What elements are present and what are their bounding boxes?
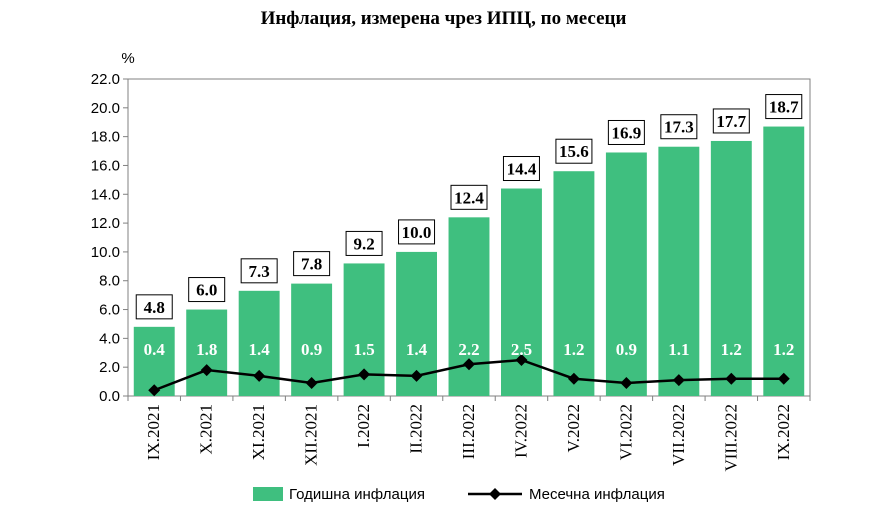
bar-value-box bbox=[345, 230, 383, 256]
x-tick-label: V.2022 bbox=[564, 404, 583, 452]
line-value-label: 1.4 bbox=[406, 340, 428, 359]
line-point bbox=[463, 358, 475, 371]
bar-value-box bbox=[502, 156, 540, 182]
bar-value-box bbox=[135, 294, 173, 320]
x-tick-label: I.2022 bbox=[354, 404, 373, 448]
x-tick-label: VI.2022 bbox=[616, 404, 635, 460]
x-tick-label: IV.2022 bbox=[511, 404, 530, 458]
bar-value-label: 7.8 bbox=[301, 255, 322, 274]
y-tick-label: 10.0 bbox=[91, 244, 120, 261]
x-tick-label: IX.2021 bbox=[144, 404, 163, 460]
legend-swatch-annual bbox=[253, 487, 283, 501]
bar bbox=[763, 126, 805, 397]
bar bbox=[710, 140, 752, 396]
legend-label-annual: Годишна инфлация bbox=[289, 486, 425, 503]
line-point bbox=[253, 369, 266, 382]
bar-value-label: 15.6 bbox=[559, 142, 589, 161]
bar-value-box bbox=[293, 251, 331, 277]
bar-value-label: 9.2 bbox=[353, 234, 374, 253]
line-point bbox=[515, 353, 528, 366]
x-tick-label: III.2022 bbox=[459, 404, 478, 459]
line-value-label: 1.2 bbox=[721, 340, 742, 359]
bar bbox=[658, 146, 700, 396]
y-tick-label: 12.0 bbox=[91, 215, 120, 232]
line-point bbox=[620, 377, 633, 390]
bar-value-box bbox=[240, 258, 278, 284]
bar-value-label: 12.4 bbox=[454, 188, 484, 207]
chart-title: Инфлация, измерена чрез ИПЦ, по месеци bbox=[260, 8, 627, 29]
bar-value-label: 6.0 bbox=[196, 281, 217, 300]
x-tick-label: X.2021 bbox=[197, 404, 216, 455]
line-value-label: 1.5 bbox=[353, 340, 374, 359]
x-tick-label: II.2022 bbox=[407, 404, 426, 454]
bar-value-label: 4.8 bbox=[144, 298, 165, 317]
line-value-label: 1.2 bbox=[563, 340, 584, 359]
line-point bbox=[567, 372, 580, 385]
bar-value-label: 10.0 bbox=[402, 223, 432, 242]
line-point bbox=[200, 364, 213, 377]
y-tick-label: 8.0 bbox=[99, 273, 120, 290]
y-tick-label: 18.0 bbox=[91, 129, 120, 146]
y-tick-label: 2.0 bbox=[99, 359, 120, 376]
bar bbox=[186, 309, 228, 396]
y-tick-label: 0.0 bbox=[99, 388, 120, 405]
bar-value-box bbox=[712, 108, 750, 134]
legend-label-monthly: Месечна инфлация bbox=[529, 486, 665, 503]
line-point bbox=[410, 369, 423, 382]
line-value-label: 0.9 bbox=[616, 340, 637, 359]
bar bbox=[553, 171, 595, 396]
line-value-label: 1.4 bbox=[249, 340, 271, 359]
bar-value-box bbox=[660, 114, 698, 140]
line-value-label: 1.2 bbox=[773, 340, 794, 359]
bar-value-label: 7.3 bbox=[249, 262, 270, 281]
x-tick-label: XI.2021 bbox=[249, 404, 268, 460]
y-tick-label: 6.0 bbox=[99, 302, 120, 319]
bar-value-box bbox=[188, 277, 226, 303]
y-tick-label: 14.0 bbox=[91, 186, 120, 203]
line-point bbox=[358, 368, 371, 381]
line-point bbox=[148, 384, 161, 397]
line-point bbox=[725, 372, 738, 385]
bar-value-box bbox=[555, 138, 593, 164]
line-point bbox=[777, 372, 790, 385]
bar-value-box bbox=[450, 184, 488, 210]
x-tick-label: XII.2021 bbox=[302, 404, 321, 466]
legend-marker-monthly bbox=[489, 488, 501, 500]
line-value-label: 1.8 bbox=[196, 340, 217, 359]
line-point bbox=[672, 374, 685, 387]
bar-value-box bbox=[765, 94, 803, 120]
x-tick-label: VII.2022 bbox=[669, 404, 688, 466]
bar-value-label: 17.7 bbox=[716, 112, 746, 131]
bar-value-label: 14.4 bbox=[507, 160, 537, 179]
line-value-label: 0.9 bbox=[301, 340, 322, 359]
y-tick-label: 22.0 bbox=[91, 71, 120, 88]
bar-value-box bbox=[398, 219, 436, 245]
line-value-label: 2.5 bbox=[511, 340, 532, 359]
line-value-label: 1.1 bbox=[668, 340, 689, 359]
x-tick-label: IX.2022 bbox=[774, 404, 793, 460]
bar-value-box bbox=[607, 119, 645, 145]
line-value-label: 2.2 bbox=[458, 340, 479, 359]
bar-value-label: 17.3 bbox=[664, 118, 694, 137]
y-unit-label: % bbox=[121, 50, 134, 67]
bar bbox=[605, 152, 647, 396]
bar-value-label: 18.7 bbox=[769, 98, 799, 117]
line-value-label: 0.4 bbox=[144, 340, 166, 359]
y-tick-label: 4.0 bbox=[99, 330, 120, 347]
y-tick-label: 16.0 bbox=[91, 157, 120, 174]
line-point bbox=[305, 377, 318, 390]
bar-value-label: 16.9 bbox=[612, 123, 642, 142]
y-tick-label: 20.0 bbox=[91, 100, 120, 117]
x-tick-label: VIII.2022 bbox=[721, 404, 740, 472]
